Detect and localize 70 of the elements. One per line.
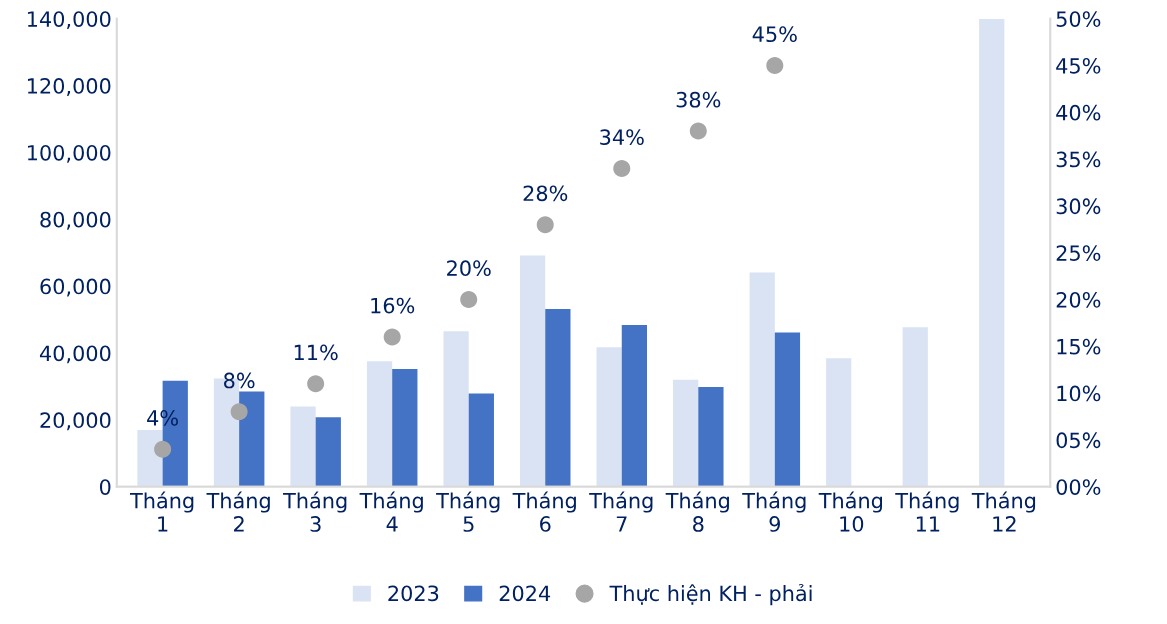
data-label: 28% bbox=[523, 185, 568, 202]
data-label: 11% bbox=[294, 344, 338, 361]
point bbox=[307, 375, 325, 393]
y2-tick-label: 15% bbox=[1057, 338, 1101, 355]
y-tick-label: 140,000 bbox=[27, 11, 111, 30]
y2-tick-label: 30% bbox=[1056, 198, 1101, 215]
x-tick-label: Tháng 12 bbox=[971, 491, 1036, 532]
data-label: 16% bbox=[371, 297, 415, 314]
x-tick-label: Tháng 9 bbox=[742, 491, 806, 532]
bar bbox=[519, 255, 546, 487]
x-tick-label: Tháng 8 bbox=[665, 491, 729, 532]
y-tick-label: 80,000 bbox=[40, 211, 111, 230]
point bbox=[154, 440, 172, 458]
legend-label: 2024 bbox=[499, 585, 551, 602]
y-tick-label: 20,000 bbox=[40, 412, 111, 431]
x-tick-label: Tháng 4 bbox=[359, 491, 423, 532]
x-tick-label: Tháng 6 bbox=[512, 491, 576, 532]
x-tick-label: Tháng 1 bbox=[129, 491, 194, 532]
point bbox=[536, 216, 554, 234]
y-tick-label: 60,000 bbox=[40, 278, 111, 297]
point bbox=[230, 403, 248, 421]
bar bbox=[545, 308, 571, 487]
point bbox=[613, 159, 631, 177]
y2-tick-label: 25% bbox=[1056, 245, 1101, 261]
y-tick-label: 0 bbox=[99, 479, 111, 495]
bar bbox=[673, 379, 699, 487]
y-tick-label: 40,000 bbox=[39, 345, 111, 364]
bar bbox=[621, 324, 648, 487]
x-tick-label: Tháng 2 bbox=[206, 491, 270, 532]
y2-tick-label: 45% bbox=[1056, 57, 1101, 74]
legend-label: 2023 bbox=[388, 585, 439, 602]
x-tick-label: Tháng 11 bbox=[895, 491, 959, 532]
x-tick-label: Tháng 5 bbox=[436, 491, 500, 532]
bar bbox=[392, 369, 418, 487]
bar bbox=[596, 347, 622, 487]
x-tick-label: Tháng 7 bbox=[589, 491, 653, 532]
x-tick-label: Tháng 3 bbox=[283, 491, 347, 532]
y2-tick-label: 10% bbox=[1057, 385, 1101, 402]
bar bbox=[468, 393, 494, 487]
data-label: 8% bbox=[224, 372, 255, 389]
bar bbox=[749, 272, 775, 487]
y2-tick-label: 05% bbox=[1056, 432, 1101, 449]
point bbox=[689, 122, 707, 140]
bar bbox=[979, 18, 1005, 487]
y2-tick-label: 50% bbox=[1056, 11, 1101, 27]
data-label: 38% bbox=[676, 91, 721, 108]
data-label: 20% bbox=[447, 260, 491, 277]
y2-tick-label: 40% bbox=[1056, 104, 1101, 121]
bar bbox=[137, 429, 163, 487]
bar bbox=[290, 406, 316, 487]
bar bbox=[443, 331, 469, 487]
y2-tick-label: 20% bbox=[1056, 291, 1101, 308]
y2-tick-label: 00% bbox=[1056, 479, 1101, 495]
bar bbox=[239, 391, 265, 487]
data-label: 45% bbox=[752, 26, 797, 43]
legend-label: Thực hiện KH - phải bbox=[609, 584, 812, 606]
bar bbox=[902, 327, 928, 487]
bar bbox=[774, 332, 801, 487]
y2-tick-label: 35% bbox=[1056, 151, 1101, 168]
bar bbox=[826, 358, 852, 487]
point bbox=[766, 57, 784, 75]
point bbox=[383, 328, 401, 346]
x-tick-label: Tháng 10 bbox=[818, 491, 883, 532]
y-tick-label: 100,000 bbox=[27, 144, 111, 163]
bar bbox=[366, 361, 393, 487]
y-tick-label: 120,000 bbox=[27, 78, 111, 96]
data-label: 34% bbox=[600, 129, 644, 145]
point bbox=[460, 291, 478, 309]
bar bbox=[315, 417, 341, 487]
bar bbox=[698, 387, 724, 487]
